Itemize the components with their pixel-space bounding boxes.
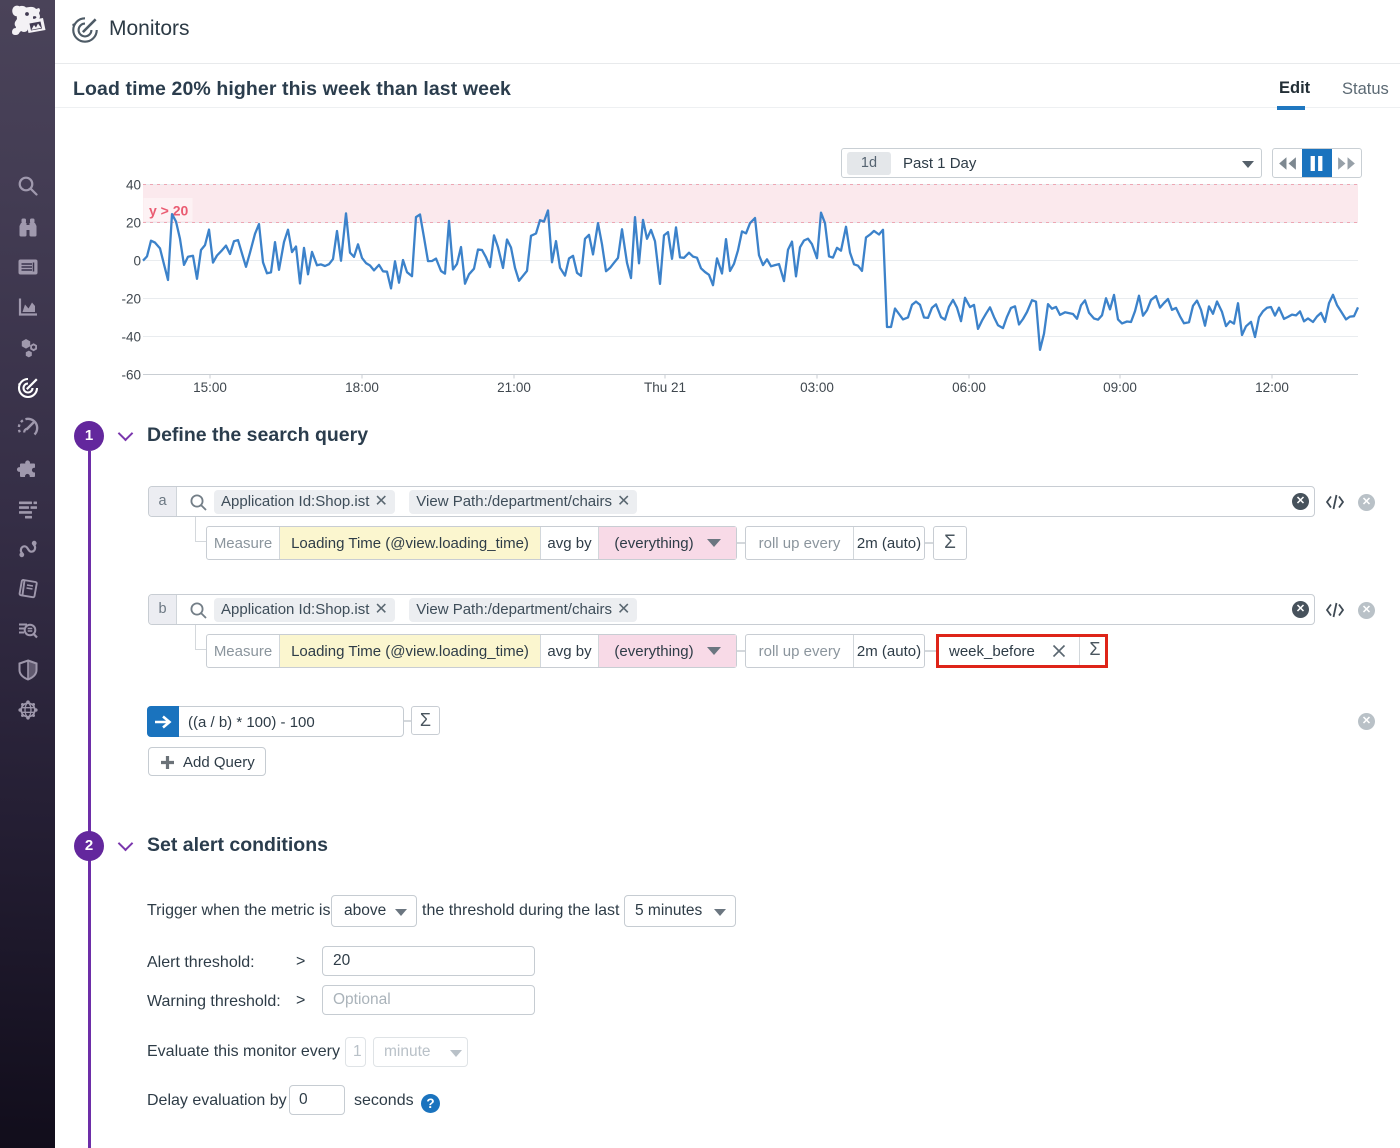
- svg-text:15:00: 15:00: [193, 380, 227, 395]
- svg-text:40: 40: [126, 178, 141, 193]
- svg-text:y > 20: y > 20: [149, 203, 189, 219]
- svg-text:-20: -20: [121, 292, 141, 307]
- svg-text:Thu 21: Thu 21: [644, 380, 686, 395]
- svg-text:0: 0: [133, 254, 141, 269]
- svg-text:20: 20: [126, 216, 141, 231]
- svg-text:09:00: 09:00: [1103, 380, 1137, 395]
- svg-text:18:00: 18:00: [345, 380, 379, 395]
- svg-text:06:00: 06:00: [952, 380, 986, 395]
- svg-text:-60: -60: [121, 368, 141, 383]
- svg-text:-40: -40: [121, 330, 141, 345]
- svg-text:03:00: 03:00: [800, 380, 834, 395]
- svg-text:21:00: 21:00: [497, 380, 531, 395]
- svg-text:12:00: 12:00: [1255, 380, 1289, 395]
